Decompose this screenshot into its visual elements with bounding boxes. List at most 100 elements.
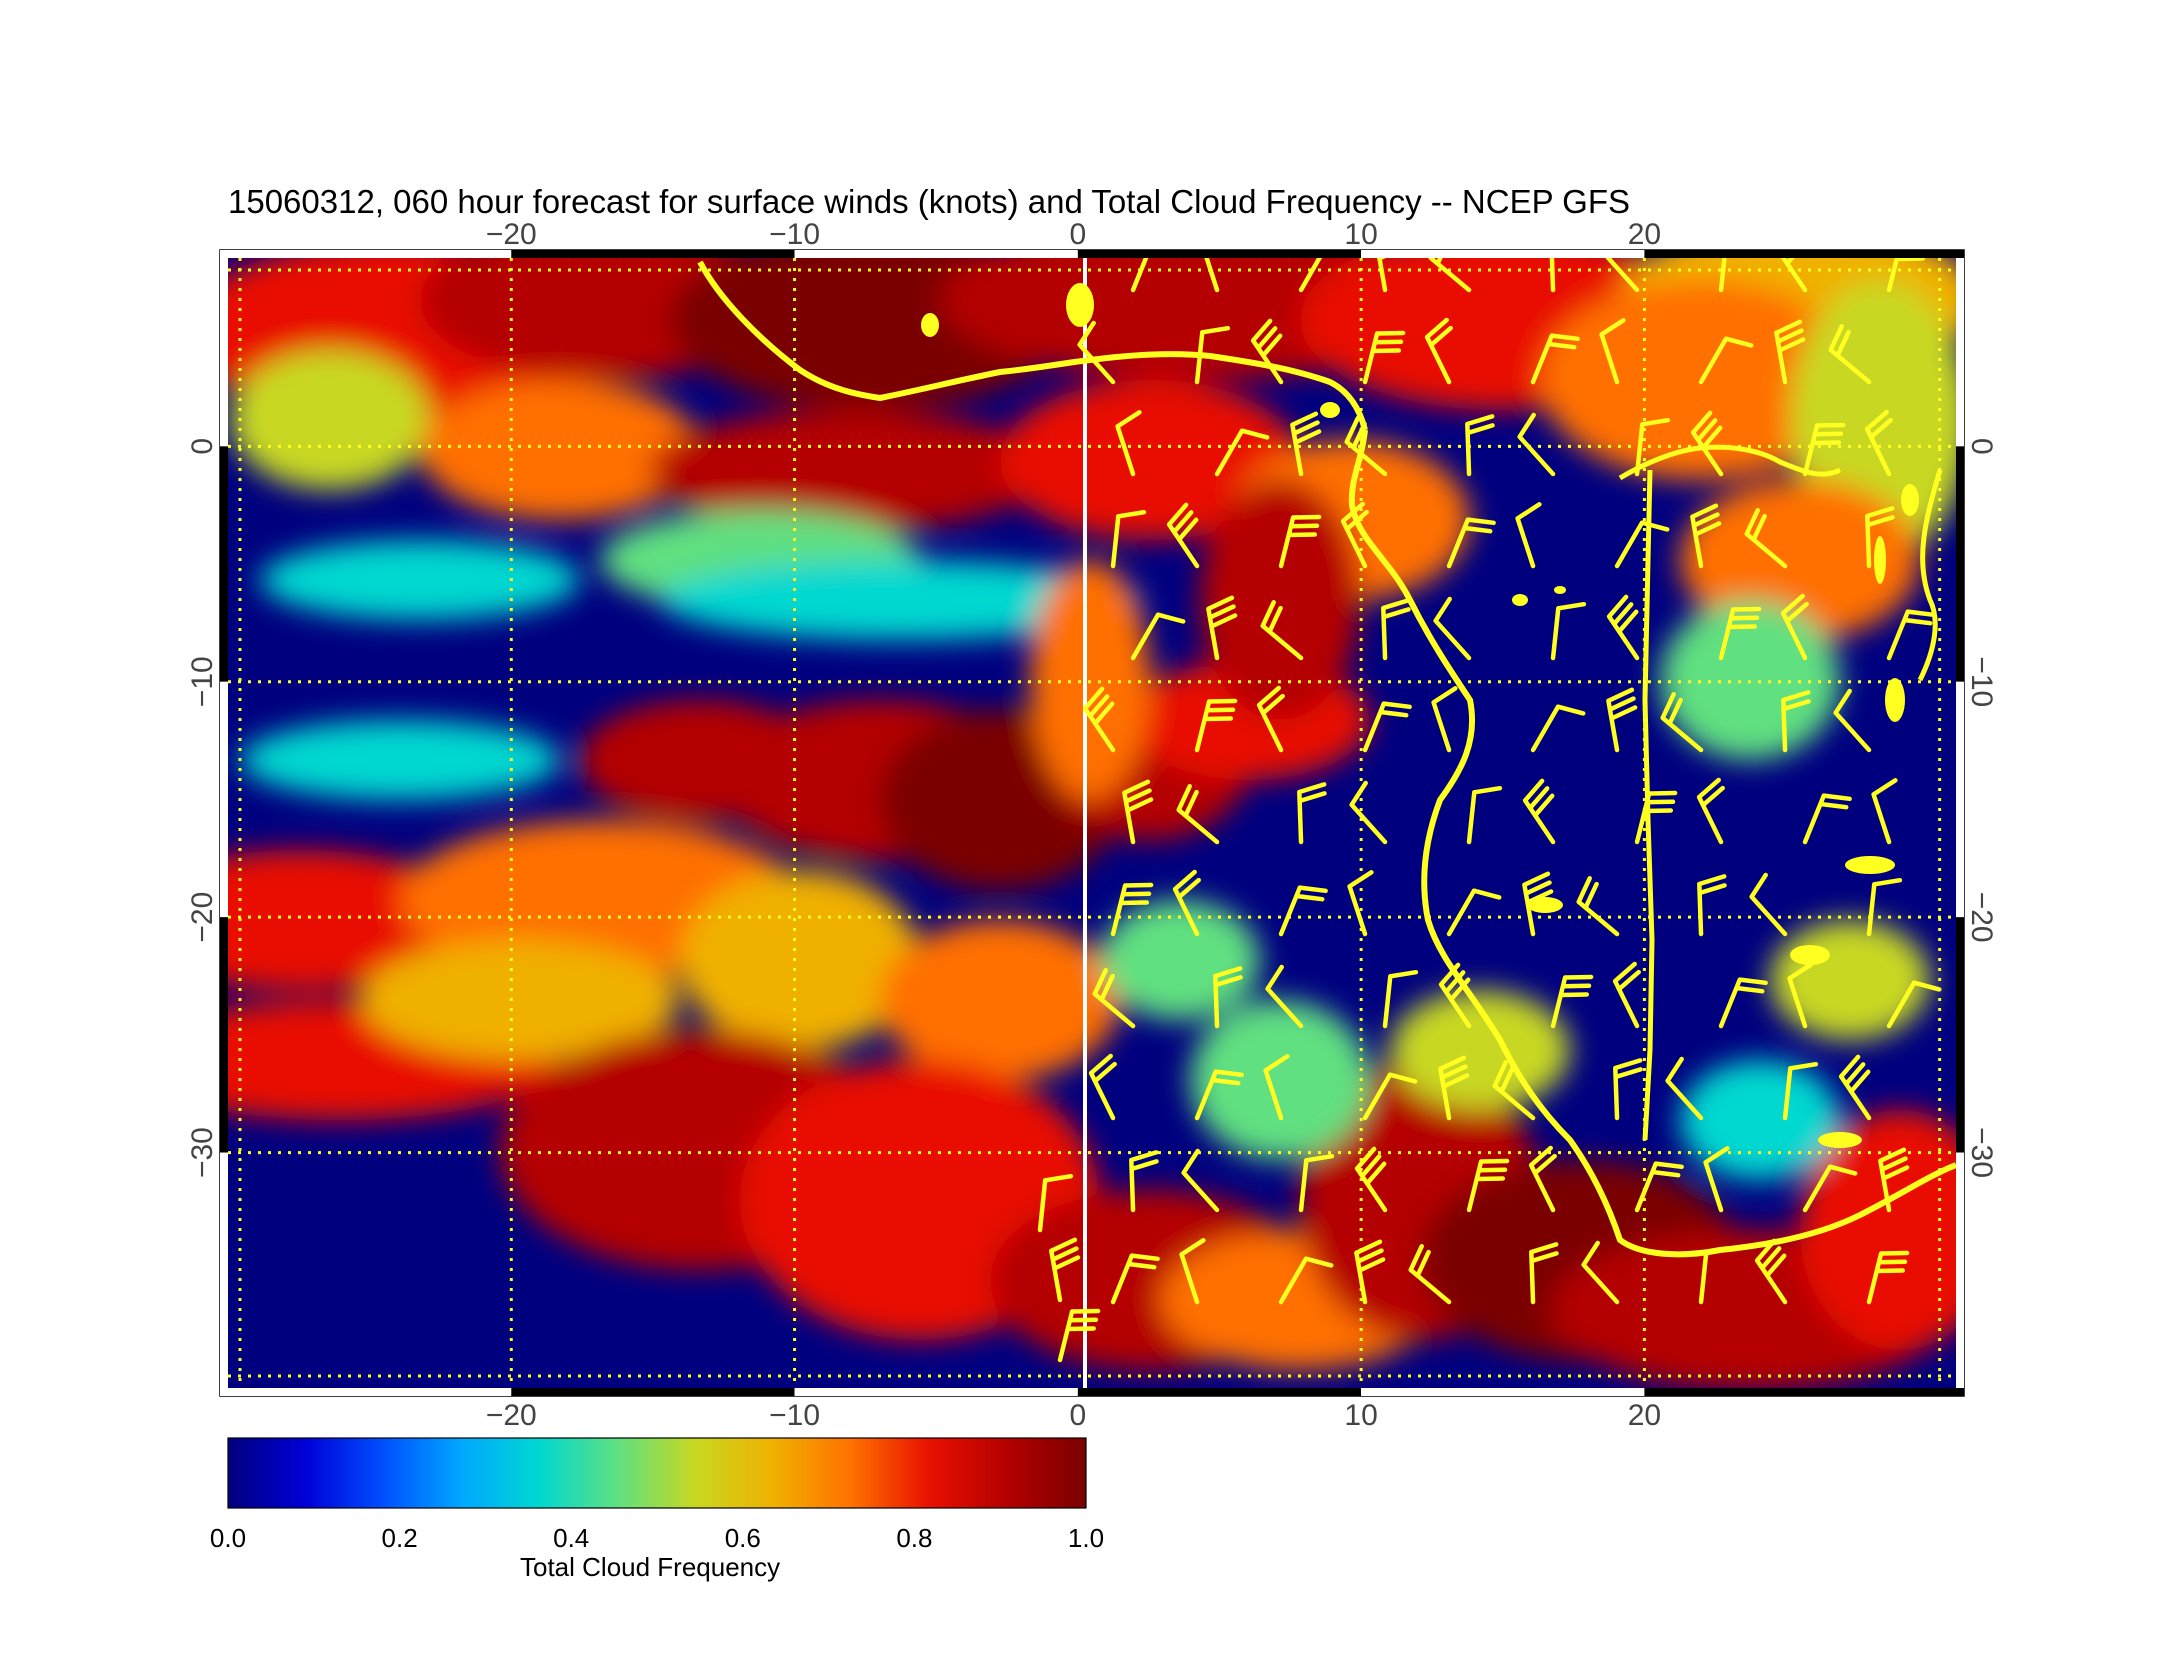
wind-barb-81 — [1613, 1058, 1643, 1121]
lat-label-right: −30 — [1965, 1127, 1998, 1178]
wind-barb-78 — [1634, 790, 1678, 845]
wind-barb-0 — [1130, 258, 1149, 293]
lat-tick-bar-left — [220, 446, 228, 682]
cloud-blob-28 — [360, 940, 680, 1060]
wind-barb-92 — [1718, 977, 1768, 1029]
wind-barb-117 — [1838, 1054, 1872, 1121]
wind-barb-1 — [1077, 320, 1116, 385]
lon-tick-bar-top — [1361, 250, 1645, 258]
lon-tick-bar-bottom — [794, 1388, 1078, 1396]
wind-barb-40 — [1381, 598, 1411, 661]
wind-barb-43 — [1347, 870, 1374, 937]
wind-barb-32 — [1265, 964, 1304, 1029]
wind-barb-14 — [1214, 428, 1270, 477]
lon-label-bottom: −10 — [769, 1399, 820, 1432]
wind-barb-83 — [1581, 1240, 1620, 1305]
lat-tick-bar-left — [220, 258, 228, 447]
wind-barb-95 — [1698, 1245, 1735, 1305]
wind-barb-69 — [1492, 1060, 1536, 1121]
wind-barb-24 — [1298, 258, 1323, 293]
lat-label-left: −30 — [186, 1127, 219, 1178]
wind-barb-65 — [1530, 704, 1586, 753]
wind-barb-79 — [1576, 876, 1620, 937]
cloud-blob-8 — [650, 410, 1050, 530]
wind-barb-13 — [1194, 325, 1231, 385]
lon-tick-bar-bottom — [220, 1388, 512, 1396]
island-11 — [1554, 586, 1566, 594]
wind-barb-29 — [1256, 685, 1285, 753]
wind-barb-100 — [1780, 593, 1809, 661]
wind-barb-35 — [1278, 1256, 1334, 1305]
wind-barb-53 — [1431, 686, 1458, 753]
wind-barb-107 — [1754, 1238, 1788, 1305]
wind-barb-36 — [1377, 258, 1388, 293]
cloud-blob-42 — [260, 540, 580, 620]
island-6 — [1845, 856, 1895, 874]
lon-tick-bar-bottom — [511, 1388, 795, 1396]
wind-barb-90 — [1696, 777, 1725, 845]
wind-barb-58 — [1466, 1158, 1510, 1213]
wind-barb-61 — [1530, 333, 1580, 385]
lat-tick-bar-right — [1956, 258, 1964, 447]
lat-tick-bar-right — [1956, 446, 1964, 682]
wind-barb-10 — [1129, 1150, 1159, 1213]
wind-barb-23 — [1179, 1238, 1206, 1305]
wind-barb-31 — [1278, 885, 1328, 937]
cloud-blob-6 — [230, 350, 430, 490]
wind-barb-26 — [1290, 411, 1322, 477]
wind-barb-77 — [1606, 687, 1638, 753]
cloud-field-layer — [228, 258, 1956, 1388]
lat-tick-bar-left — [220, 1152, 228, 1388]
wind-barb-12 — [1204, 258, 1220, 293]
colorbar-title: Total Cloud Frequency — [520, 1552, 781, 1582]
lon-label-top: 20 — [1628, 218, 1661, 251]
wind-barb-75 — [1614, 520, 1670, 569]
wind-barb-120 — [1037, 1173, 1074, 1233]
wind-barb-18 — [1176, 784, 1220, 845]
wind-barb-45 — [1362, 1072, 1418, 1121]
colorbar-tick-label: 0.2 — [382, 1523, 418, 1553]
wind-barb-73 — [1599, 318, 1626, 385]
cloud-blob-7 — [420, 380, 700, 520]
colorbar-ticks: 0.0 0.2 0.4 0.6 0.8 1.0 — [210, 1523, 1104, 1553]
island-1 — [1066, 283, 1094, 327]
wind-barb-2 — [1115, 410, 1142, 477]
wind-barb-44 — [1382, 969, 1419, 1029]
wind-barb-68 — [1550, 974, 1594, 1029]
wind-barb-17 — [1194, 698, 1238, 753]
wind-barb-99 — [1744, 508, 1788, 569]
wind-barb-102 — [1802, 793, 1852, 845]
lon-tick-bar-top — [1077, 250, 1362, 258]
latitude-labels-left: 0 −10 −20 −30 — [186, 438, 219, 1178]
wind-barb-121 — [1049, 1237, 1081, 1303]
island-7 — [1885, 678, 1905, 722]
wind-barb-116 — [1886, 980, 1942, 1029]
wind-barb-85 — [1698, 336, 1754, 385]
wind-barb-56 — [1438, 962, 1472, 1029]
lon-label-bottom: 10 — [1344, 1399, 1377, 1432]
wind-barb-11 — [1110, 1253, 1160, 1305]
cloud-blob-40 — [1680, 1060, 1840, 1180]
wind-barb-122 — [1057, 1308, 1101, 1363]
lat-tick-bar-right — [1956, 681, 1964, 918]
wind-barb-105 — [1782, 1061, 1819, 1121]
wind-barb-110 — [1864, 409, 1893, 477]
longitude-labels-top: −20 −10 0 10 20 — [486, 218, 1661, 251]
cloud-blob-39 — [1770, 920, 1930, 1040]
lat-label-left: −10 — [186, 656, 219, 707]
lat-tick-bar-right — [1956, 1152, 1964, 1388]
island-8 — [1901, 484, 1919, 516]
wind-barb-48 — [1428, 258, 1472, 293]
wind-barb-38 — [1344, 416, 1388, 477]
cloud-blob-9 — [1000, 380, 1300, 540]
wind-barb-39 — [1340, 501, 1369, 569]
wind-barb-82 — [1634, 1161, 1684, 1213]
island-4 — [1790, 945, 1830, 965]
wind-barb-106 — [1802, 1164, 1858, 1213]
wind-barb-94 — [1703, 1146, 1730, 1213]
lon-tick-bar-top — [220, 250, 512, 258]
wind-barb-28 — [1260, 600, 1304, 661]
wind-barb-96 — [1780, 258, 1808, 293]
wind-barb-97 — [1774, 319, 1806, 385]
